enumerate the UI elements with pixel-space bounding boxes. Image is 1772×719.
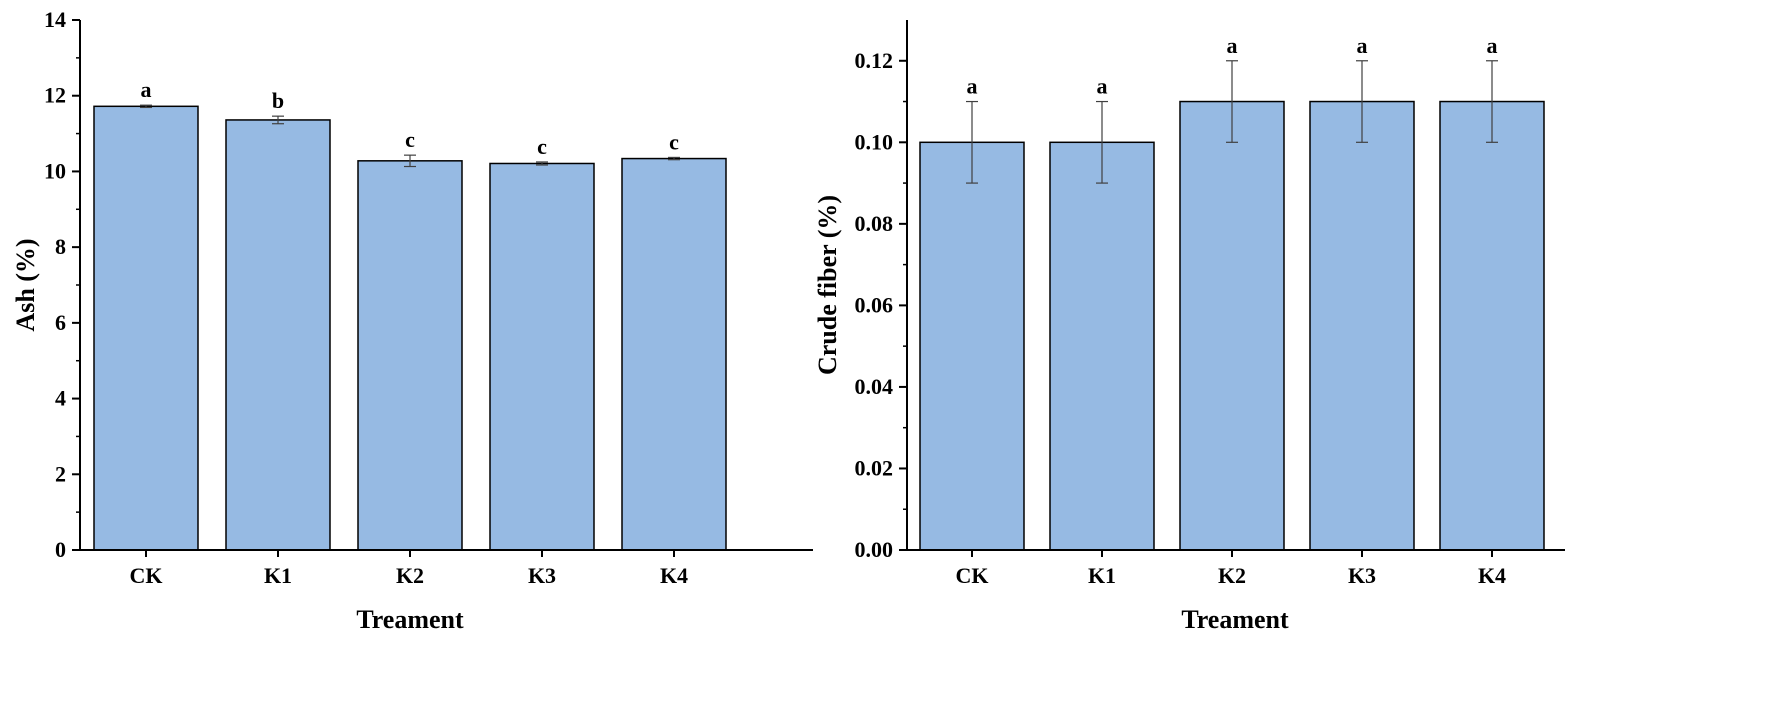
crude-fiber-significance-letter: a [967, 74, 978, 99]
ash-x-axis-title: Treament [356, 605, 464, 634]
crude-fiber-error-bar-k4 [1486, 60, 1498, 143]
ash-x-tick-label-k4: K4 [660, 563, 688, 588]
crude-fiber-error-bar-k1 [1096, 100, 1108, 184]
crude-fiber-y-tick-label: 0.12 [855, 48, 894, 73]
crude-fiber-x-tick-label-k1: K1 [1088, 563, 1116, 588]
crude-fiber-y-tick-label: 0.02 [855, 455, 894, 480]
ash-significance-letter: a [141, 77, 152, 102]
ash-y-tick-label: 6 [55, 310, 66, 335]
crude-fiber-y-tick-label: 0.08 [855, 211, 894, 236]
crude-fiber-bar-k1 [1049, 141, 1155, 551]
ash-significance-letter: c [537, 134, 547, 159]
ash-error-bar-k3 [536, 161, 548, 166]
ash-significance-letter: b [272, 88, 284, 113]
ash-y-tick-label: 4 [55, 386, 66, 411]
ash-bar-k1 [225, 119, 331, 551]
ash-x-tick-label-ck: CK [130, 563, 163, 588]
ash-y-tick-label: 14 [44, 7, 66, 32]
ash-x-tick-label-k1: K1 [264, 563, 292, 588]
ash-y-tick-label: 0 [55, 537, 66, 562]
crude-fiber-x-axis-title: Treament [1181, 605, 1289, 634]
crude-fiber-x-tick-label-k3: K3 [1348, 563, 1376, 588]
crude-fiber-significance-letter: a [1357, 33, 1368, 58]
ash-bar-ck [93, 105, 199, 551]
crude-fiber-significance-letter: a [1227, 33, 1238, 58]
ash-bar-k2 [357, 160, 463, 551]
ash-bar-k4 [621, 157, 727, 551]
ash-bar-k3 [489, 162, 595, 551]
ash-significance-letter: c [669, 129, 679, 154]
ash-y-tick-label: 2 [55, 461, 66, 486]
crude-fiber-y-axis-title: Crude fiber (%) [813, 195, 842, 375]
crude-fiber-x-tick-label-k2: K2 [1218, 563, 1246, 588]
crude-fiber-bar-ck [919, 141, 1025, 551]
crude-fiber-bar-k4 [1439, 100, 1545, 551]
ash-error-bar-k2 [404, 154, 416, 168]
crude-fiber-x-tick-label-k4: K4 [1478, 563, 1506, 588]
ash-y-tick-label: 10 [44, 158, 66, 183]
crude-fiber-y-tick-label: 0.10 [855, 129, 894, 154]
ash-error-bar-k4 [668, 156, 680, 161]
crude-fiber-bar-k2 [1179, 100, 1285, 551]
ash-chart-panel: Ash (%) Treament a b c c c 0 2 4 6 8 10 12 14 CK K1 K2 K… [11, 7, 813, 634]
crude-fiber-error-bar-k2 [1226, 60, 1238, 143]
crude-fiber-error-bar-k3 [1356, 60, 1368, 143]
ash-y-axis-title: Ash (%) [11, 238, 40, 331]
ash-x-tick-label-k3: K3 [528, 563, 556, 588]
ash-y-tick-label: 12 [44, 83, 66, 108]
crude-fiber-bar-k3 [1309, 100, 1415, 551]
crude-fiber-chart-panel: Crude fiber (%) Treament a a a a a 0.00 0.02 0.… [813, 20, 1565, 634]
crude-fiber-x-tick-label-ck: CK [956, 563, 989, 588]
ash-x-tick-label-k2: K2 [396, 563, 424, 588]
ash-error-bar-ck [140, 104, 152, 109]
ash-error-bar-k1 [272, 115, 284, 125]
crude-fiber-significance-letter: a [1097, 74, 1108, 99]
ash-y-tick-label: 8 [55, 234, 66, 259]
crude-fiber-y-tick-label: 0.00 [855, 537, 894, 562]
crude-fiber-y-tick-label: 0.06 [855, 292, 894, 317]
ash-significance-letter: c [405, 127, 415, 152]
crude-fiber-significance-letter: a [1487, 33, 1498, 58]
crude-fiber-error-bar-ck [966, 100, 978, 184]
crude-fiber-y-tick-label: 0.04 [855, 374, 894, 399]
